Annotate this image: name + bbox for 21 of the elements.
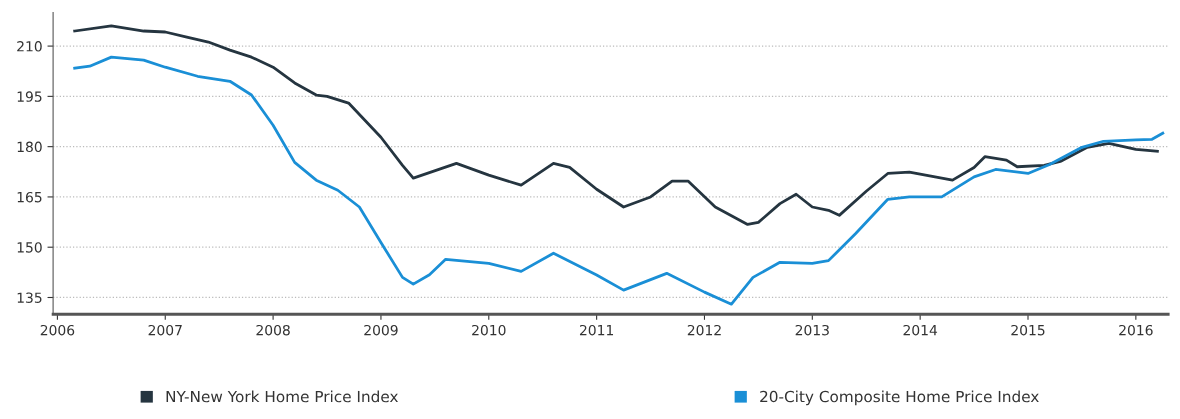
x-tick-label: 2014 [903, 324, 938, 336]
x-tick-label: 2010 [472, 324, 506, 336]
x-tick-label: 2009 [364, 324, 398, 336]
x-tick-label: 2006 [40, 324, 75, 336]
y-tick-label: 135 [17, 292, 42, 303]
x-tick-label: 2016 [1119, 324, 1153, 336]
x-tick-label: 2013 [795, 324, 829, 336]
line-series [73, 55, 1165, 306]
x-tick-label: 2015 [1011, 324, 1045, 336]
y-tick-label: 180 [17, 141, 42, 153]
y-tick-label: 195 [17, 91, 42, 102]
x-tick-label: 2007 [148, 324, 182, 336]
line-series [73, 24, 1159, 226]
legend-label: 20-City Composite Home Price Index [760, 390, 1039, 406]
y-tick-label: 165 [17, 191, 42, 203]
y-tick-label: 150 [17, 242, 42, 253]
x-tick-label: 2008 [256, 324, 290, 336]
x-tick-label: 2011 [579, 324, 614, 336]
legend-label: NY-New York Home Price Index [166, 390, 399, 403]
x-tick-label: 2012 [687, 324, 721, 336]
y-tick-label: 210 [17, 41, 42, 52]
